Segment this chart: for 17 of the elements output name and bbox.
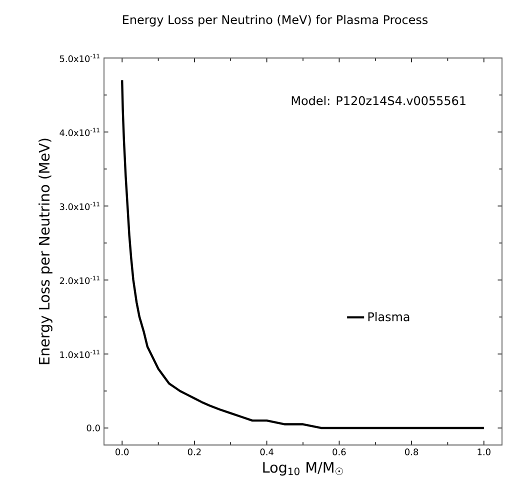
y-tick-label: 3.0x10$^{-11}$ <box>60 202 100 210</box>
annotation: Model: P120z14S4.v0055561 <box>292 96 466 106</box>
legend-label: Plasma <box>368 312 410 322</box>
y-tick-label: 2.0x10$^{-11}$ <box>60 276 100 284</box>
x-tick-label: 0.6 <box>332 448 346 456</box>
x-tick-label: 0.2 <box>188 448 201 456</box>
y-tick-label: 1.0x10$^{-11}$ <box>60 350 100 358</box>
chart-title: Energy Loss per Neutrino (MeV) for Plasma Process <box>123 14 428 26</box>
x-tick-label: 0.4 <box>260 448 274 456</box>
x-tick-label: 0.8 <box>405 448 418 456</box>
x-tick-label: 0.0 <box>116 448 129 456</box>
y-tick-label: 4.0x10$^{-11}$ <box>60 128 100 136</box>
y-axis-title: Energy Loss per Neutrino (MeV) <box>38 138 52 364</box>
x-tick-label: 1.0 <box>478 448 490 456</box>
x-axis-title: Log$_{10}$ M/M$_{☉}$ <box>263 462 343 476</box>
y-tick-label: 0.0 <box>86 424 100 432</box>
y-tick-label: 5.0x10$^{-11}$ <box>60 54 100 62</box>
